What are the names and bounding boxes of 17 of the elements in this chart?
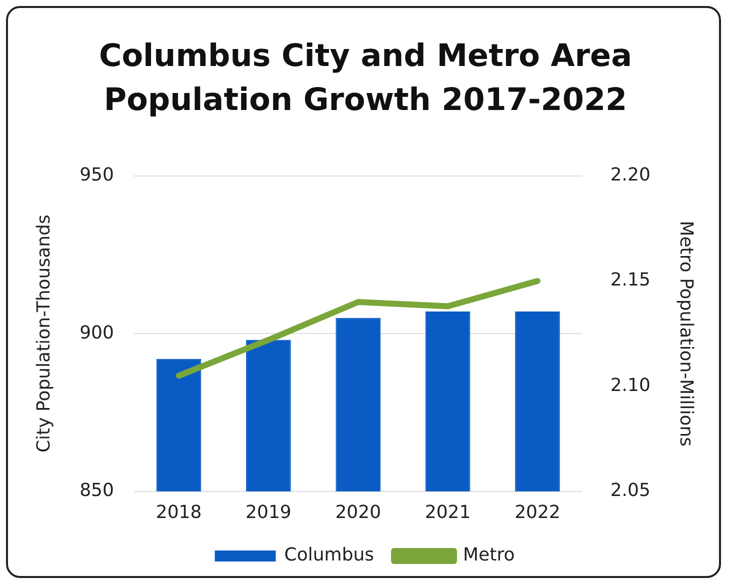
y2-tick-label: 2.10: [610, 374, 650, 396]
y2-tick-label: 2.20: [610, 164, 650, 186]
x-tick-label: 2018: [156, 502, 202, 523]
y-tick-label: 850: [80, 480, 114, 502]
y-axis-title: City Population-Thousands: [33, 214, 54, 453]
y2-tick-label: 2.15: [610, 270, 650, 291]
y-tick-label: 900: [80, 322, 114, 344]
legend-label: Columbus: [284, 544, 374, 566]
x-tick-label: 2022: [514, 502, 560, 523]
x-tick-label: 2020: [335, 502, 382, 523]
y-tick-label: 950: [80, 164, 114, 186]
legend-label: Metro: [463, 544, 515, 566]
y2-axis-title: Metro Population-Millions: [676, 220, 697, 447]
x-tick-label: 2021: [424, 502, 471, 523]
y2-tick-label: 2.05: [610, 480, 650, 502]
chart-title: Columbus City and Metro Area Population Growth 2017-2022: [98, 37, 633, 120]
x-tick-label: 2019: [246, 502, 292, 523]
